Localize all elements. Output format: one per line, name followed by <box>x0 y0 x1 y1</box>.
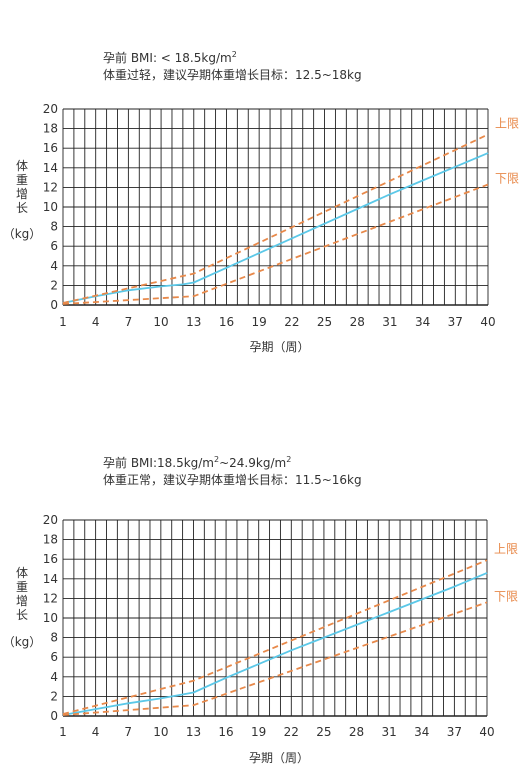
x-tick-label: 25 <box>316 725 331 739</box>
y-tick-label: 18 <box>43 122 58 136</box>
y-axis-title-char: 长 <box>16 201 28 215</box>
x-tick-label: 19 <box>252 315 267 329</box>
upper-limit-line-label: 上限 <box>495 116 519 130</box>
x-axis-title: 孕期（周） <box>249 751 309 765</box>
upper-limit-line <box>62 559 488 715</box>
y-tick-label: 14 <box>43 572 58 586</box>
x-tick-label: 7 <box>124 725 132 739</box>
x-tick-label: 28 <box>349 725 364 739</box>
x-tick-label: 22 <box>284 315 299 329</box>
x-tick-label: 19 <box>251 725 266 739</box>
y-tick-label: 20 <box>43 102 58 116</box>
y-tick-label: 10 <box>43 200 58 214</box>
x-tick-label: 13 <box>186 315 201 329</box>
x-tick-label: 34 <box>414 725 429 739</box>
x-tick-label: 16 <box>219 315 234 329</box>
y-tick-label: 6 <box>50 239 58 253</box>
chart-2-target-line: 体重正常，建议孕期体重增长目标：11.5~16kg <box>103 473 362 487</box>
x-tick-label: 1 <box>59 315 67 329</box>
y-tick-label: 12 <box>43 180 58 194</box>
y-tick-label: 12 <box>43 591 58 605</box>
upper-limit-line <box>62 133 489 304</box>
chart-2-bmi-line: 孕前 BMI:18.5kg/m2~24.9kg/m2 <box>103 455 292 471</box>
chart-1-caption: 孕前 BMI: < 18.5kg/m2 体重过轻，建议孕期体重增长目标：12.5… <box>103 50 362 84</box>
x-tick-label: 25 <box>317 315 332 329</box>
x-tick-label: 31 <box>382 725 397 739</box>
x-tick-label: 40 <box>480 315 495 329</box>
y-tick-label: 16 <box>43 141 58 155</box>
x-tick-label: 16 <box>218 725 233 739</box>
y-tick-label: 2 <box>50 689 58 703</box>
lower-limit-line <box>62 183 489 305</box>
y-tick-label: 4 <box>50 670 58 684</box>
y-axis-title-char: 增 <box>16 594 28 608</box>
lower-limit-line-label: 下限 <box>495 171 519 185</box>
y-axis-title-char: 重 <box>16 173 28 187</box>
x-tick-label: 7 <box>125 315 133 329</box>
x-tick-label: 37 <box>447 725 462 739</box>
chart-2-caption: 孕前 BMI:18.5kg/m2~24.9kg/m2 体重正常，建议孕期体重增长… <box>103 455 362 489</box>
x-tick-label: 1 <box>59 725 67 739</box>
y-axis-title-char: 重 <box>16 580 28 594</box>
y-tick-label: 8 <box>50 220 58 234</box>
chart-1-target-line: 体重过轻，建议孕期体重增长目标：12.5~18kg <box>103 68 362 82</box>
y-tick-label: 8 <box>50 631 58 645</box>
x-tick-label: 4 <box>92 315 100 329</box>
y-axis-unit: （kg） <box>3 635 42 649</box>
weight-gain-line <box>62 152 489 304</box>
x-tick-label: 34 <box>415 315 430 329</box>
weight-gain-line <box>62 572 488 716</box>
upper-limit-line-label: 上限 <box>494 542 518 556</box>
y-tick-label: 18 <box>43 533 58 547</box>
y-tick-label: 2 <box>50 278 58 292</box>
y-tick-label: 0 <box>50 709 58 723</box>
y-tick-label: 10 <box>43 611 58 625</box>
chart-1-bmi-line: 孕前 BMI: < 18.5kg/m2 <box>103 50 237 66</box>
x-tick-label: 10 <box>153 315 168 329</box>
x-tick-label: 37 <box>448 315 463 329</box>
y-axis-unit: （kg） <box>3 227 42 241</box>
y-axis-title-char: 体 <box>16 566 28 580</box>
y-axis-title-char: 体 <box>16 159 28 173</box>
y-tick-label: 16 <box>43 552 58 566</box>
y-axis-title-char: 增 <box>16 187 28 201</box>
y-tick-label: 14 <box>43 161 58 175</box>
x-axis-title: 孕期（周） <box>249 340 309 354</box>
x-tick-label: 28 <box>350 315 365 329</box>
lower-limit-line <box>62 601 488 716</box>
y-axis-title-char: 长 <box>16 608 28 622</box>
lower-limit-line-label: 下限 <box>494 589 518 603</box>
x-tick-label: 40 <box>479 725 494 739</box>
x-tick-label: 31 <box>382 315 397 329</box>
y-tick-label: 20 <box>43 513 58 527</box>
x-tick-label: 22 <box>284 725 299 739</box>
x-tick-label: 4 <box>92 725 100 739</box>
x-tick-label: 10 <box>153 725 168 739</box>
y-tick-label: 6 <box>50 650 58 664</box>
x-tick-label: 13 <box>186 725 201 739</box>
y-tick-label: 4 <box>50 259 58 273</box>
y-tick-label: 0 <box>50 298 58 312</box>
